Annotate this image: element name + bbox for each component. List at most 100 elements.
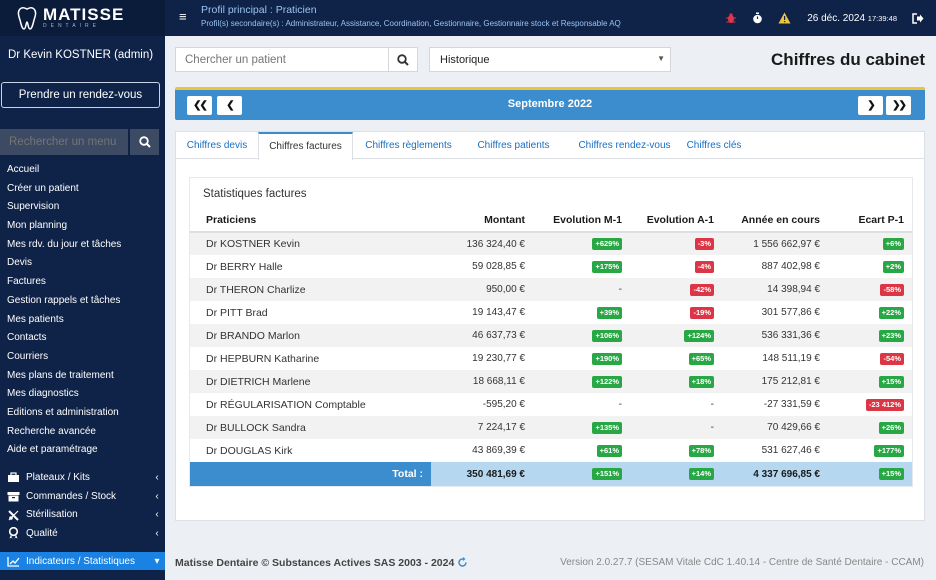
hamburger-menu-icon[interactable]: ≡: [179, 9, 187, 24]
sidebar-item-devis[interactable]: Devis: [7, 257, 33, 269]
menu-list: Accueil Créer un patient Supervision Mon pl…: [0, 161, 165, 460]
cell-evolution-m1: +135%: [533, 416, 630, 439]
chevron-right-icon: ❯: [867, 100, 876, 111]
table-row[interactable]: Dr KOSTNER Kevin 136 324,40 € +629% -3% 1 55…: [190, 232, 912, 255]
table-row[interactable]: Dr PITT Brad 19 143,47 € +39% -19% 301 577,8…: [190, 301, 912, 324]
current-date: 26 déc. 2024: [807, 12, 866, 24]
sidebar-item-mes-plans-de-traitement[interactable]: Mes plans de traitement: [7, 369, 114, 381]
table-row[interactable]: Dr BRANDO Marlon 46 637,73 € +106% +124% 536…: [190, 324, 912, 347]
bug-icon[interactable]: [725, 12, 737, 24]
patient-search-button[interactable]: [388, 48, 417, 71]
sidebar-item-aide-et-parametrage[interactable]: Aide et paramétrage: [7, 444, 98, 456]
badge: +175%: [592, 260, 622, 273]
badge: +65%: [688, 352, 714, 365]
sidebar-item-recherche-avancee[interactable]: Recherche avancée: [7, 425, 96, 437]
tab-chiffres-factures[interactable]: Chiffres factures: [258, 132, 353, 160]
menu-group-sterilisation[interactable]: Stérilisation ‹: [0, 505, 165, 524]
current-datetime: 26 déc. 2024 17:39:48: [807, 13, 897, 24]
footer-copyright: Matisse Dentaire © Substances Actives SA…: [175, 557, 468, 569]
table-row[interactable]: Dr DOUGLAS Kirk 43 869,39 € +61% +78% 531 62…: [190, 439, 912, 462]
tab-chiffres-cles[interactable]: Chiffres clés: [686, 140, 742, 151]
warning-icon[interactable]: [778, 12, 791, 24]
cell-evolution-a1: -19%: [630, 301, 722, 324]
previous-month-button[interactable]: ❮: [217, 96, 242, 115]
column-header-evolution-m-1[interactable]: Evolution M-1: [533, 209, 630, 233]
sterilization-icon: [6, 509, 20, 521]
tab-chiffres-reglements[interactable]: Chiffres règlements: [365, 140, 452, 151]
table-row[interactable]: Dr DIETRICH Marlene 18 668,11 € +122% +18% 1…: [190, 370, 912, 393]
appointment-button[interactable]: Prendre un rendez-vous: [1, 82, 160, 108]
total-ecart-p1: +15%: [828, 462, 912, 486]
badge: +23%: [878, 329, 904, 342]
cell-annee: 148 511,19 €: [762, 353, 820, 364]
cell-annee: 1 556 662,97 €: [722, 232, 828, 255]
sidebar-item-factures[interactable]: Factures: [7, 276, 46, 288]
column-header-ecart-p-1[interactable]: Ecart P-1: [828, 209, 912, 233]
chevron-down-icon: ▾: [154, 555, 160, 567]
cell-evolution-a1: +124%: [630, 324, 722, 347]
tab-chiffres-devis[interactable]: Chiffres devis: [186, 140, 248, 151]
cell-annee: 887 402,98 €: [761, 261, 820, 272]
menu-search-button[interactable]: [128, 129, 159, 155]
badge: +124%: [684, 329, 714, 342]
user-name[interactable]: Dr Kevin KOSTNER (admin): [8, 49, 154, 61]
footer-copyright-text: Matisse Dentaire © Substances Actives SA…: [175, 557, 455, 569]
total-montant: 350 481,69 €: [431, 462, 533, 486]
stock-icon: [6, 490, 20, 502]
profile-main: Profil principal : Praticien: [201, 4, 317, 16]
tab-chiffres-rendez-vous[interactable]: Chiffres rendez-vous: [578, 140, 671, 151]
column-header-montant[interactable]: Montant: [431, 209, 533, 233]
cell-praticien: Dr HEPBURN Katharine: [206, 352, 320, 365]
menu-group-qualite[interactable]: Qualité ‹: [0, 524, 165, 543]
cell-praticien: Dr KOSTNER Kevin: [190, 232, 431, 255]
menu-group-commandes-stock[interactable]: Commandes / Stock ‹: [0, 487, 165, 506]
cell-ecart-p1: +26%: [828, 416, 912, 439]
table-row[interactable]: Dr THERON Charlize 950,00 € - -42% 14 398,94…: [190, 278, 912, 301]
sidebar-item-accueil[interactable]: Accueil: [7, 164, 40, 175]
table-row[interactable]: Dr RÉGULARISATION Comptable -595,20 € - - -2…: [190, 393, 912, 416]
cell-evolution-a1: +78%: [630, 439, 722, 462]
sidebar-item-contacts[interactable]: Contacts: [7, 332, 47, 344]
table-row[interactable]: Dr HEPBURN Katharine 19 230,77 € +190% +65%…: [190, 347, 912, 370]
next-month-button[interactable]: ❯: [858, 96, 883, 115]
badge: -19%: [690, 306, 714, 319]
sidebar-item-mes-diagnostics[interactable]: Mes diagnostics: [7, 388, 79, 400]
cell-evolution-a1: -: [710, 399, 714, 410]
table-row[interactable]: Dr BERRY Halle 59 028,85 € +175% -4% 887 402…: [190, 255, 912, 278]
column-header-evolution-a-1[interactable]: Evolution A-1: [630, 209, 722, 233]
menu-search-input[interactable]: [0, 129, 128, 155]
column-header-annee-en-cours[interactable]: Année en cours: [722, 209, 828, 233]
last-month-button[interactable]: ❯❯: [886, 96, 911, 115]
sidebar-item-creer-un-patient[interactable]: Créer un patient: [7, 182, 79, 194]
patient-search-input[interactable]: [176, 48, 388, 71]
menu-group-plateaux-kits[interactable]: Plateaux / Kits ‹: [0, 468, 165, 487]
first-month-button[interactable]: ❮❮: [187, 96, 212, 115]
history-select[interactable]: Historique ▼: [429, 47, 671, 72]
menu-group-label: Stérilisation: [26, 509, 78, 521]
stats-card: Chiffres devis Chiffres factures Chiffres …: [175, 131, 925, 521]
sidebar-item-mon-planning[interactable]: Mon planning: [7, 220, 68, 232]
sidebar-item-mes-patients[interactable]: Mes patients: [7, 313, 64, 325]
badge: -3%: [694, 238, 714, 250]
sidebar-item-gestion-rappels-et-taches[interactable]: Gestion rappels et tâches: [7, 294, 121, 306]
menu-group-indicators[interactable]: Indicateurs / Statistiques ▾: [0, 551, 165, 571]
sidebar-item-courriers[interactable]: Courriers: [7, 350, 49, 362]
sidebar-item-editions-et-administration[interactable]: Editions et administration: [7, 406, 119, 418]
menu-group-label: Commandes / Stock: [26, 490, 117, 502]
cell-annee: 301 577,86 €: [761, 307, 820, 318]
sidebar-item-supervision[interactable]: Supervision: [7, 201, 60, 213]
logo[interactable]: MATISSE DENTAIRE: [0, 0, 165, 36]
badge: +61%: [596, 444, 622, 457]
cell-montant: 7 224,17 €: [431, 416, 533, 439]
sidebar-item-mes-rdv-du-jour-et-taches[interactable]: Mes rdv. du jour et tâches: [7, 238, 122, 250]
column-header-praticiens[interactable]: Praticiens: [190, 209, 431, 233]
top-bar: ≡ Profil principal : Praticien Profil(s)…: [165, 0, 936, 36]
logout-icon[interactable]: [912, 12, 924, 24]
table-row[interactable]: Dr BULLOCK Sandra 7 224,17 € +135% -70 429,…: [190, 416, 912, 439]
badge: +135%: [592, 421, 622, 434]
badge: -58%: [880, 283, 904, 296]
refresh-icon[interactable]: [457, 557, 468, 568]
tab-chiffres-patients[interactable]: Chiffres patients: [477, 140, 550, 151]
profile-info: Profil principal : Praticien Profil(s) s…: [201, 4, 621, 28]
stopwatch-icon[interactable]: [752, 12, 763, 24]
